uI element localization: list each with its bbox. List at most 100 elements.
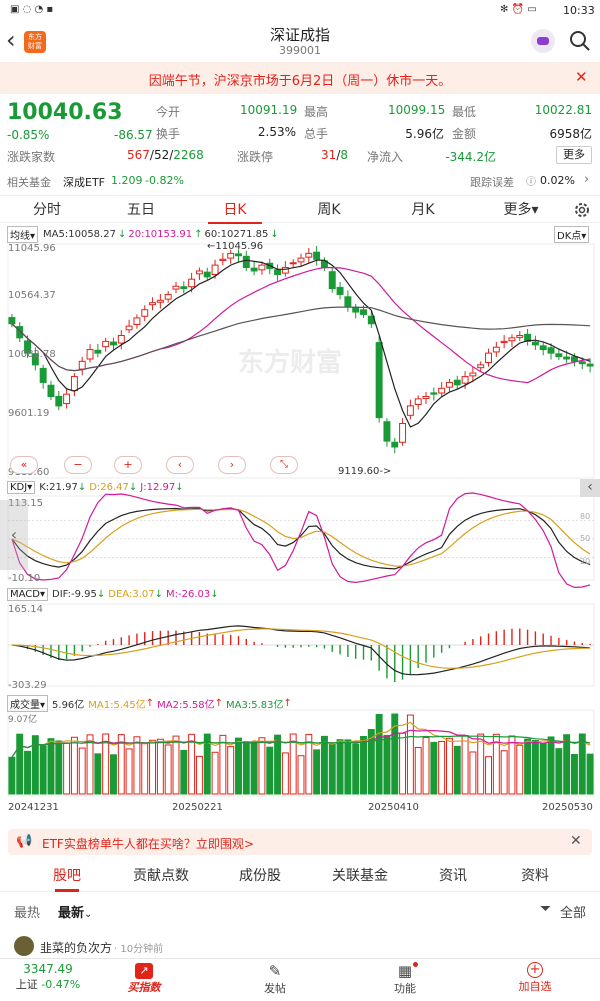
- tab-profile[interactable]: 资料: [521, 868, 549, 884]
- back-icon[interactable]: ‹: [6, 26, 16, 54]
- volume-bar: [563, 734, 571, 795]
- y-label-top: 11045.96: [8, 243, 56, 254]
- kdj-k-line: [11, 507, 591, 570]
- high-value: 10099.15: [388, 103, 446, 117]
- notice-text: 因端午节，沪深京市场于6月2日（周一）休市一天。: [148, 74, 452, 89]
- date-label-1: 20241231: [8, 802, 59, 813]
- tab-contribution[interactable]: 贡献点数: [133, 868, 189, 884]
- candle-body: [524, 333, 532, 342]
- post-item[interactable]: 韭菜的负次方 · 10分钟前: [0, 932, 600, 960]
- candle-body: [250, 267, 258, 272]
- tab-news[interactable]: 资讯: [439, 868, 467, 884]
- turnover-label: 换手: [156, 127, 181, 141]
- kdj-selector[interactable]: KDJ▾: [7, 481, 36, 494]
- candle-body: [383, 421, 391, 442]
- volume-selector[interactable]: 成交量▾: [7, 695, 49, 712]
- candle-body: [344, 296, 352, 307]
- kline-chart-area[interactable]: 均线▾ MA5:10058.27 ↓ 20:10153.91 ↑ 60:1027…: [0, 224, 600, 824]
- search-icon[interactable]: [568, 29, 592, 53]
- panel-frame: [7, 709, 595, 797]
- candle-body: [360, 309, 367, 315]
- banner-close-icon[interactable]: ✕: [570, 833, 582, 849]
- settings-gear-icon[interactable]: [572, 200, 592, 220]
- tab-more[interactable]: 更多▾: [503, 202, 539, 218]
- tab-intraday[interactable]: 分时: [33, 202, 61, 218]
- etf-banner[interactable]: 📢 ETF实盘榜单牛人都在买啥？立即围观> ✕: [8, 829, 592, 855]
- scroll-right-button[interactable]: ›: [218, 456, 246, 474]
- sh-index-pct: -0.47%: [41, 978, 81, 991]
- candle-body: [211, 264, 219, 276]
- tab-guba[interactable]: 股吧: [53, 868, 81, 884]
- zoom-in-button[interactable]: +: [114, 456, 142, 474]
- scroll-left-button[interactable]: ‹: [166, 456, 194, 474]
- fullscreen-icon[interactable]: ⤡: [270, 456, 298, 474]
- ma60-line: [11, 306, 591, 372]
- banner-text[interactable]: ETF实盘榜单牛人都在买啥？立即围观>: [42, 837, 254, 851]
- current-price: 10040.63: [7, 100, 123, 125]
- tab-five-day[interactable]: 五日: [127, 202, 155, 218]
- kdj-y-bottom: -10.10: [8, 573, 41, 584]
- more-button[interactable]: 更多: [556, 146, 592, 164]
- volume-bar: [86, 734, 94, 795]
- period-tabs: 分时 五日 日K 周K 月K 更多▾: [0, 195, 600, 224]
- volume-bar: [47, 738, 55, 795]
- sh-index-value: 3347.49: [23, 962, 73, 976]
- kline-chart-svg[interactable]: [0, 224, 600, 824]
- filter-hot[interactable]: 最热: [14, 906, 41, 921]
- macd-legend: MACD▾ DIF:-9.95 ↓ DEA:3.07 ↓ M:-26.03 ↓: [7, 588, 219, 601]
- candle-body: [391, 441, 399, 448]
- collapse-panel-icon[interactable]: ‹: [580, 479, 600, 497]
- scroll-left-fast-button[interactable]: «: [10, 456, 38, 474]
- nav-functions[interactable]: ▦ 功能: [373, 959, 437, 1001]
- candle-body: [485, 352, 492, 363]
- user-avatar[interactable]: [14, 936, 34, 956]
- nav-add-watchlist[interactable]: + 加自选: [503, 959, 567, 1001]
- nav-post-label: 发帖: [264, 982, 286, 995]
- volume-bar: [172, 735, 180, 795]
- candle-body: [219, 258, 227, 261]
- candle-body: [352, 306, 360, 313]
- filter-funnel-icon[interactable]: ⏷: [540, 901, 552, 917]
- volume-bar: [531, 740, 539, 795]
- open-value: 10091.19: [240, 103, 298, 117]
- fund-etf-name[interactable]: 深成ETF: [63, 176, 105, 189]
- volume-bar: [180, 749, 188, 795]
- tab-weekly-k[interactable]: 周K: [317, 202, 341, 218]
- nav-post[interactable]: ✎ 发帖: [243, 959, 307, 1001]
- tab-daily-k[interactable]: 日K: [208, 196, 262, 224]
- left-handle-icon[interactable]: ‹: [0, 500, 28, 570]
- tab-constituents[interactable]: 成份股: [239, 868, 281, 884]
- candle-body: [164, 293, 172, 300]
- status-right-icons: ✻ ⏰ ▭: [500, 4, 537, 15]
- macd-selector[interactable]: MACD▾: [7, 588, 49, 601]
- post-username[interactable]: 韭菜的负次方: [40, 941, 113, 955]
- nav-buy-label: 买指数: [127, 981, 161, 994]
- app-logo-icon: 东方 财富: [24, 31, 46, 53]
- filter-all[interactable]: 全部: [560, 906, 587, 921]
- help-icon[interactable]: ⓘ: [526, 177, 536, 188]
- filter-latest[interactable]: 最新⌄: [58, 906, 93, 921]
- macd-m-value: M:-26.03: [166, 589, 211, 600]
- volume-bar: [141, 743, 149, 795]
- shanghai-index-widget[interactable]: 3347.49 上证 -0.47%: [8, 962, 88, 992]
- close-icon[interactable]: ✕: [575, 68, 588, 86]
- volume-bar: [94, 753, 102, 795]
- panel-frame: [7, 243, 595, 479]
- chevron-right-icon[interactable]: ›: [584, 172, 590, 187]
- ma-selector[interactable]: 均线▾: [7, 226, 39, 243]
- volume-bar: [297, 755, 305, 795]
- volume-bar: [211, 751, 219, 795]
- change-value: -86.57: [114, 128, 153, 142]
- candle-body: [31, 353, 39, 366]
- tab-monthly-k[interactable]: 月K: [411, 202, 435, 218]
- robot-assistant-icon[interactable]: [531, 29, 555, 53]
- dk-point-button[interactable]: DK点▾: [554, 226, 590, 243]
- volume-bar: [500, 750, 508, 795]
- content-tabs: 股吧 贡献点数 成份股 关联基金 资讯 资料: [0, 862, 600, 892]
- nav-buy-index[interactable]: ↗ 买指数: [112, 959, 176, 1001]
- volume-bar: [55, 740, 63, 795]
- candle-body: [203, 271, 211, 278]
- ma5-value: MA5:10058.27: [43, 229, 116, 240]
- tab-related-funds[interactable]: 关联基金: [332, 868, 388, 884]
- zoom-out-button[interactable]: −: [64, 456, 92, 474]
